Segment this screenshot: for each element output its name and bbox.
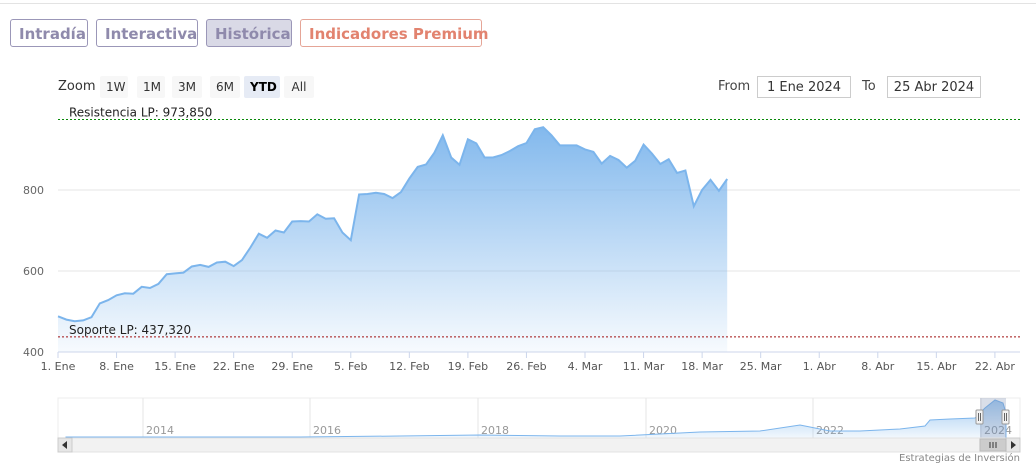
x-tick-label: 5. Feb [334,360,367,373]
x-tick-label: 1. Ene [41,360,76,373]
zoom-button-ytd[interactable]: YTD [244,76,280,98]
zoom-button-1m[interactable]: 1M [137,76,165,98]
navigator-handle-left[interactable] [975,409,984,425]
x-tick-label: 26. Feb [506,360,546,373]
y-tick-label: 400 [23,346,44,359]
x-tick-label: 8. Ene [99,360,134,373]
x-tick-label: 11. Mar [623,360,665,373]
navigator-year-label: 2018 [481,424,509,437]
x-axis-ticks: 1. Ene 8. Ene 15. Ene 22. Ene 29. Ene 5. Feb 1… [41,352,1015,373]
y-axis-labels: 400 600 800 [23,184,44,359]
price-line [57,126,729,323]
x-tick-label: 18. Mar [681,360,723,373]
y-tick-label: 600 [23,265,44,278]
navigator-year-label: 2014 [146,424,174,437]
x-tick-label: 19. Feb [448,360,488,373]
x-tick-label: 22. Ene [213,360,255,373]
tab-interactiva[interactable]: Interactiva [96,19,198,47]
x-tick-label: 29. Ene [271,360,313,373]
to-date-input[interactable]: 25 Abr 2024 [887,76,981,98]
y-tick-label: 800 [23,184,44,197]
tab-indicadores-premium[interactable]: Indicadores Premium [300,19,489,47]
top-divider [0,3,1036,4]
to-label: To [862,79,876,94]
zoom-button-6m[interactable]: 6M [210,76,240,98]
x-tick-label: 12. Feb [389,360,429,373]
price-area [58,127,728,352]
tab-historica[interactable]: Histórica [206,19,292,47]
plot-lines: Resistencia LP: 973,850 Soporte LP: 437,3… [58,106,1020,338]
x-tick-label: 22. Abr [975,360,1015,373]
resistance-label: Resistencia LP: 973,850 [69,106,212,120]
x-tick-label: 25. Mar [740,360,782,373]
x-tick-label: 15. Abr [916,360,956,373]
navigator-year-label: 2016 [313,424,341,437]
zoom-button-all[interactable]: All [284,76,314,98]
arrow-right-icon [1011,441,1016,449]
x-tick-label: 15. Ene [154,360,196,373]
navigator[interactable]: 201420162018202020222024 [57,397,1021,439]
from-date-input[interactable]: 1 Ene 2024 [757,76,851,98]
tab-intradia[interactable]: Intradía [10,19,88,47]
navigator-area [65,399,1007,439]
zoom-button-1w[interactable]: 1W [100,76,128,98]
navigator-handle-right[interactable] [1001,409,1010,425]
arrow-left-icon [62,441,67,449]
support-label: Soporte LP: 437,320 [69,323,191,337]
credits-text: Estrategias de Inversión [899,453,1020,464]
x-tick-label: 4. Mar [568,360,603,373]
zoom-label: Zoom [58,79,96,94]
from-label: From [718,79,751,94]
scrollbar[interactable] [57,437,1021,453]
x-tick-label: 1. Abr [803,360,836,373]
x-tick-label: 8. Abr [861,360,894,373]
zoom-button-3m[interactable]: 3M [172,76,202,98]
